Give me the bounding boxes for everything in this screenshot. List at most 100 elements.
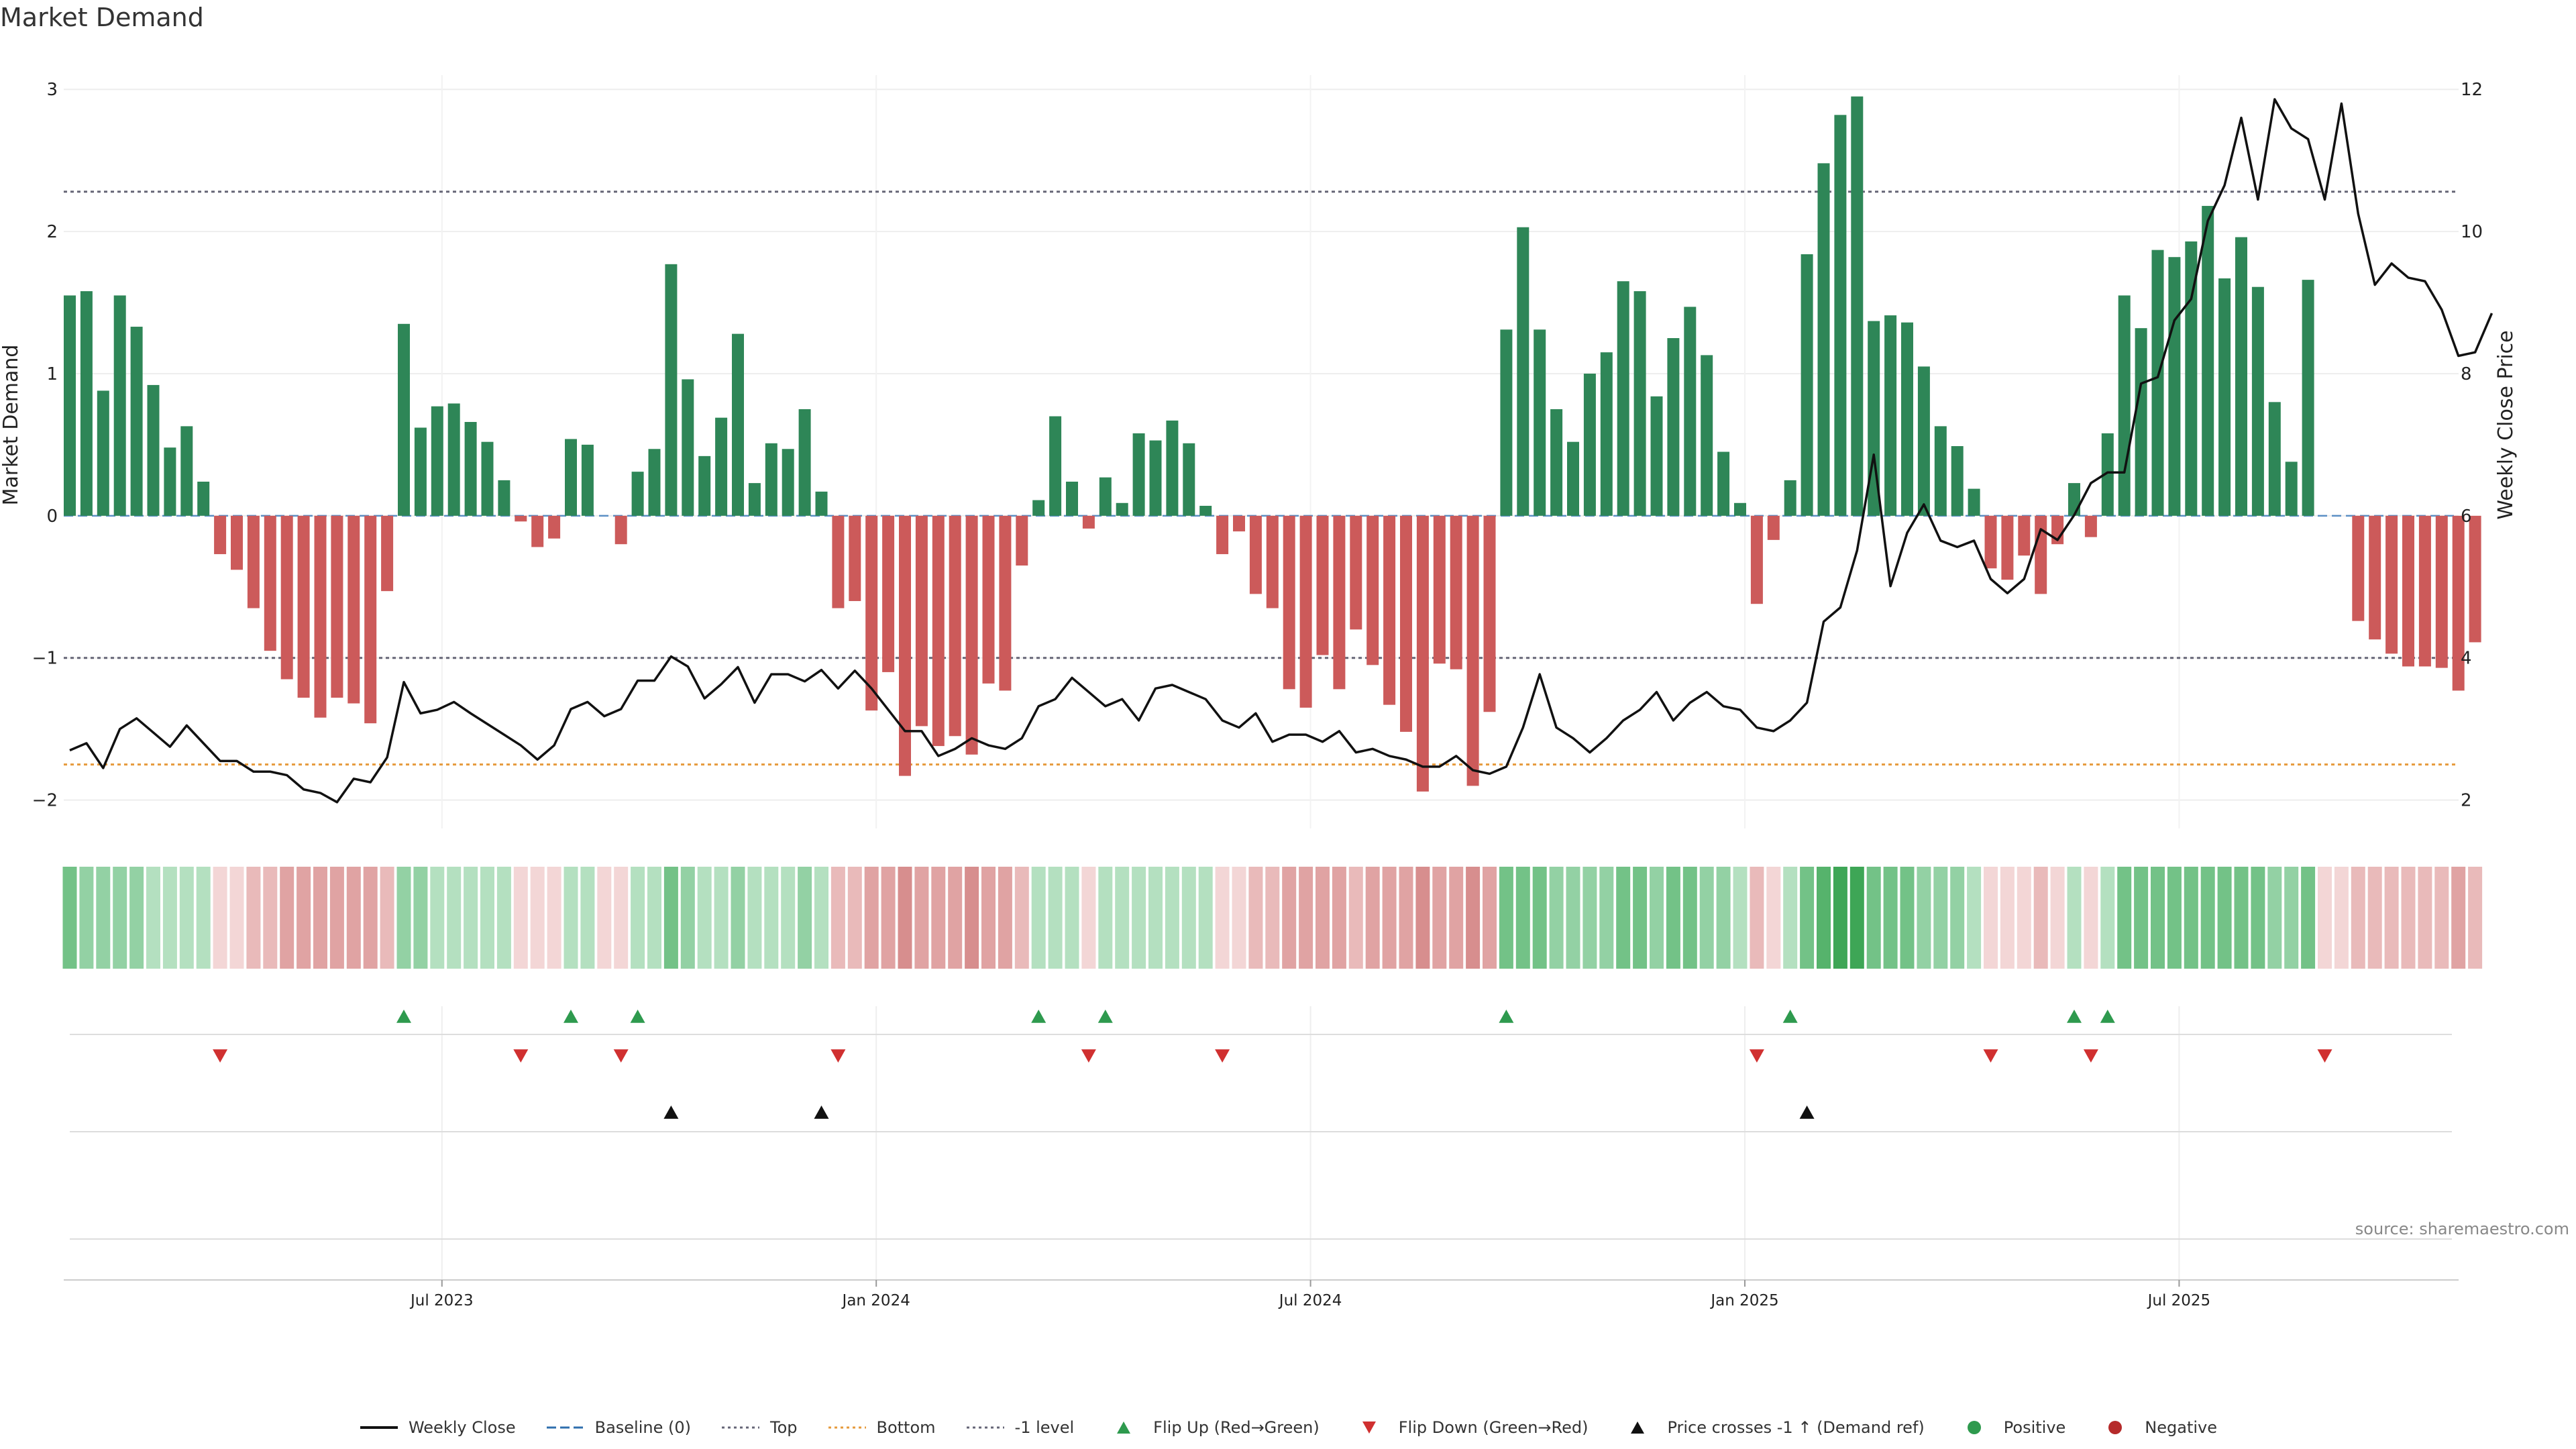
- heat-cell: [196, 867, 211, 969]
- demand-bar-positive: [447, 403, 460, 516]
- flip-down-marker: [1081, 1049, 1096, 1063]
- legend-label: Bottom: [876, 1418, 936, 1437]
- y2-tick-label: 10: [2461, 222, 2483, 242]
- heat-cell: [731, 867, 745, 969]
- heat-cell: [280, 867, 294, 969]
- y-tick-label: −2: [32, 791, 58, 811]
- heat-cell: [614, 867, 629, 969]
- demand-bar-negative: [2435, 515, 2448, 668]
- flip-down-marker: [2083, 1049, 2098, 1063]
- demand-bar-positive: [2302, 280, 2314, 516]
- heat-cell: [1800, 867, 1815, 969]
- demand-bar-positive: [765, 443, 777, 516]
- y-axis-title: Market Demand: [0, 345, 23, 506]
- demand-bar-positive: [80, 291, 93, 516]
- demand-bar-positive: [1534, 329, 1546, 516]
- demand-bar-negative: [1082, 515, 1095, 529]
- demand-bar-positive: [164, 447, 176, 516]
- demand-bar-positive: [1667, 337, 1680, 516]
- heat-cell: [1165, 867, 1179, 969]
- demand-bar-negative: [832, 515, 845, 608]
- heat-cell: [1682, 867, 1697, 969]
- y-tick-label: 3: [46, 80, 58, 100]
- heat-cell: [2217, 867, 2232, 969]
- demand-bar-positive: [798, 409, 811, 516]
- heat-cell: [914, 867, 929, 969]
- heat-cell: [1181, 867, 1196, 969]
- demand-bar-positive: [481, 441, 494, 516]
- heat-cell: [162, 867, 177, 969]
- demand-bar-positive: [782, 449, 794, 516]
- demand-bar-positive: [414, 427, 427, 516]
- demand-bar-positive: [1834, 115, 1847, 516]
- demand-bar-negative: [1466, 515, 1479, 786]
- x-tick-label: Jan 2025: [1709, 1292, 1778, 1309]
- demand-bar-negative: [280, 515, 293, 680]
- demand-bar-negative: [932, 515, 945, 747]
- demand-bar-negative: [264, 515, 276, 651]
- heat-cell: [1316, 867, 1330, 969]
- demand-bar-negative: [314, 515, 327, 718]
- heat-cell: [1950, 867, 1965, 969]
- heat-cell: [1449, 867, 1464, 969]
- demand-bars: [64, 96, 2481, 792]
- heat-cell: [1466, 867, 1481, 969]
- demand-bar-positive: [431, 406, 443, 516]
- heat-cell: [798, 867, 812, 969]
- heat-cell: [2251, 867, 2265, 969]
- heat-cell: [1967, 867, 1982, 969]
- heat-cell: [663, 867, 678, 969]
- demand-bar-positive: [665, 264, 678, 516]
- heat-cell: [1499, 867, 1513, 969]
- heat-cell: [2200, 867, 2215, 969]
- demand-bar-positive: [130, 327, 143, 516]
- demand-bar-negative: [548, 515, 561, 539]
- heat-cell: [2067, 867, 2082, 969]
- y-tick-label: 2: [46, 222, 58, 242]
- demand-bar-negative: [231, 515, 243, 570]
- heat-cell: [179, 867, 194, 969]
- heat-cell: [2384, 867, 2399, 969]
- heat-cell: [363, 867, 378, 969]
- demand-bar-negative: [214, 515, 227, 555]
- heat-cell: [229, 867, 244, 969]
- heat-cell: [898, 867, 912, 969]
- heat-cell: [1599, 867, 1614, 969]
- heat-cell: [2167, 867, 2182, 969]
- demand-bar-positive: [682, 379, 694, 516]
- heat-cell: [2050, 867, 2065, 969]
- heat-cell: [2000, 867, 2015, 969]
- heat-cell: [329, 867, 344, 969]
- demand-bar-negative: [2385, 515, 2398, 654]
- legend-swatch-icon: [546, 1426, 584, 1429]
- heat-cell: [129, 867, 144, 969]
- heat-cell: [547, 867, 561, 969]
- heat-cell: [1883, 867, 1898, 969]
- heat-cell: [1332, 867, 1346, 969]
- heat-cell: [1733, 867, 1748, 969]
- heat-cell: [2117, 867, 2132, 969]
- legend-swatch-icon: [360, 1426, 398, 1429]
- heat-cell: [1750, 867, 1764, 969]
- demand-bar-negative: [899, 515, 911, 776]
- demand-bar-negative: [381, 515, 394, 592]
- flip-up-marker: [630, 1010, 645, 1023]
- heat-cell: [2367, 867, 2382, 969]
- heat-cell: [464, 867, 478, 969]
- demand-bar-negative: [1483, 515, 1496, 712]
- heat-cell: [931, 867, 946, 969]
- demand-bar-negative: [1383, 515, 1396, 705]
- demand-bar-positive: [113, 295, 126, 516]
- heat-cell: [998, 867, 1012, 969]
- heat-cell: [564, 867, 578, 969]
- y-tick-label: 0: [46, 506, 58, 527]
- demand-bar-positive: [631, 472, 644, 516]
- heat-cell: [764, 867, 779, 969]
- demand-bar-positive: [1801, 254, 1813, 516]
- legend-entry: Flip Down (Green→Red): [1349, 1418, 1588, 1437]
- demand-bar-negative: [297, 515, 310, 698]
- demand-bar-positive: [1583, 373, 1596, 516]
- demand-bar-negative: [1283, 515, 1295, 690]
- demand-bar-positive: [1734, 502, 1746, 516]
